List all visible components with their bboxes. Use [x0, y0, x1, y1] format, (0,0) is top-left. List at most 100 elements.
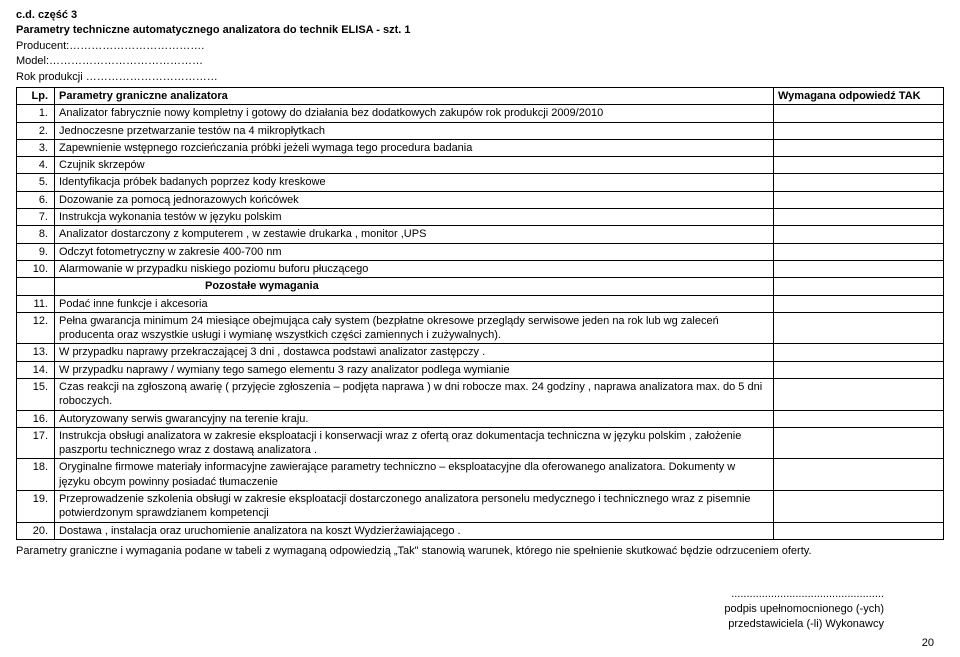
row-response [774, 344, 944, 361]
col-lp: Lp. [17, 87, 55, 104]
row-response [774, 209, 944, 226]
header-line-2: Parametry techniczne automatycznego anal… [16, 23, 944, 38]
row-number: 2. [17, 122, 55, 139]
table-header-row: Lp. Parametry graniczne analizatora Wyma… [17, 87, 944, 104]
row-param: Jednoczesne przetwarzanie testów na 4 mi… [55, 122, 774, 139]
table-row: 9.Odczyt fotometryczny w zakresie 400-70… [17, 243, 944, 260]
row-number: 15. [17, 379, 55, 411]
row-response [774, 122, 944, 139]
row-param: Oryginalne firmowe materiały informacyjn… [55, 459, 774, 491]
row-response [774, 491, 944, 523]
table-row: 11.Podać inne funkcje i akcesoria [17, 295, 944, 312]
row-response [774, 459, 944, 491]
row-response [774, 410, 944, 427]
table-row: 4.Czujnik skrzepów [17, 157, 944, 174]
row-response [774, 379, 944, 411]
table-row: 12.Pełna gwarancja minimum 24 miesiące o… [17, 312, 944, 344]
row-response [774, 157, 944, 174]
signature-dots: ........................................… [16, 587, 884, 602]
row-number: 18. [17, 459, 55, 491]
row-number: 1. [17, 105, 55, 122]
row-number: 4. [17, 157, 55, 174]
signature-line-2: przedstawiciela (-li) Wykonawcy [16, 617, 884, 632]
row-param: Analizator fabrycznie nowy kompletny i g… [55, 105, 774, 122]
table-row: 8.Analizator dostarczony z komputerem , … [17, 226, 944, 243]
table-row: 15.Czas reakcji na zgłoszoną awarię ( pr… [17, 379, 944, 411]
row-param: Czas reakcji na zgłoszoną awarię ( przyj… [55, 379, 774, 411]
table-row: 7.Instrukcja wykonania testów w języku p… [17, 209, 944, 226]
table-row: 2.Jednoczesne przetwarzanie testów na 4 … [17, 122, 944, 139]
row-response [774, 427, 944, 459]
row-number: 13. [17, 344, 55, 361]
table-row: 3.Zapewnienie wstępnego rozcieńczania pr… [17, 139, 944, 156]
row-number: 7. [17, 209, 55, 226]
header-model: Model:…………………………………… [16, 54, 944, 69]
row-response [774, 295, 944, 312]
table-row: 14.W przypadku naprawy / wymiany tego sa… [17, 361, 944, 378]
subheader-resp [774, 278, 944, 295]
row-number: 8. [17, 226, 55, 243]
row-param: Czujnik skrzepów [55, 157, 774, 174]
row-response [774, 312, 944, 344]
row-param: Pełna gwarancja minimum 24 miesiące obej… [55, 312, 774, 344]
row-response [774, 174, 944, 191]
table-row: 20.Dostawa , instalacja oraz uruchomieni… [17, 522, 944, 539]
row-number: 20. [17, 522, 55, 539]
row-param: Dozowanie za pomocą jednorazowych końców… [55, 191, 774, 208]
row-number: 5. [17, 174, 55, 191]
row-response [774, 522, 944, 539]
document-header: c.d. część 3 Parametry techniczne automa… [16, 8, 944, 85]
row-response [774, 226, 944, 243]
row-number: 16. [17, 410, 55, 427]
col-resp: Wymagana odpowiedź TAK [774, 87, 944, 104]
header-producent: Producent:………………………………. [16, 39, 944, 54]
row-param: Instrukcja obsługi analizatora w zakresi… [55, 427, 774, 459]
row-number: 14. [17, 361, 55, 378]
signature-block: ........................................… [16, 587, 944, 632]
row-response [774, 139, 944, 156]
table-row: 10.Alarmowanie w przypadku niskiego pozi… [17, 260, 944, 277]
row-response [774, 191, 944, 208]
row-response [774, 361, 944, 378]
row-param: Dostawa , instalacja oraz uruchomienie a… [55, 522, 774, 539]
table-row: 13.W przypadku naprawy przekraczającej 3… [17, 344, 944, 361]
row-number: 9. [17, 243, 55, 260]
table-row: 19.Przeprowadzenie szkolenia obsługi w z… [17, 491, 944, 523]
row-response [774, 105, 944, 122]
table-row: 5.Identyfikacja próbek badanych poprzez … [17, 174, 944, 191]
row-param: Alarmowanie w przypadku niskiego poziomu… [55, 260, 774, 277]
footer-note: Parametry graniczne i wymagania podane w… [16, 544, 944, 559]
subheader-lp [17, 278, 55, 295]
parameters-table: Lp. Parametry graniczne analizatora Wyma… [16, 87, 944, 540]
row-param: Identyfikacja próbek badanych poprzez ko… [55, 174, 774, 191]
table-row: 18.Oryginalne firmowe materiały informac… [17, 459, 944, 491]
signature-line-1: podpis upełnomocnionego (-ych) [16, 602, 884, 617]
row-number: 3. [17, 139, 55, 156]
header-line-1: c.d. część 3 [16, 8, 944, 23]
subheader-text: Pozostałe wymagania [55, 278, 774, 295]
row-response [774, 260, 944, 277]
row-param: Odczyt fotometryczny w zakresie 400-700 … [55, 243, 774, 260]
row-response [774, 243, 944, 260]
row-param: W przypadku naprawy / wymiany tego sameg… [55, 361, 774, 378]
col-param: Parametry graniczne analizatora [55, 87, 774, 104]
row-number: 12. [17, 312, 55, 344]
row-param: Analizator dostarczony z komputerem , w … [55, 226, 774, 243]
row-number: 19. [17, 491, 55, 523]
table-row: 1.Analizator fabrycznie nowy kompletny i… [17, 105, 944, 122]
row-param: Przeprowadzenie szkolenia obsługi w zakr… [55, 491, 774, 523]
row-param: Autoryzowany serwis gwarancyjny na teren… [55, 410, 774, 427]
table-row: 16.Autoryzowany serwis gwarancyjny na te… [17, 410, 944, 427]
row-param: Zapewnienie wstępnego rozcieńczania prób… [55, 139, 774, 156]
row-number: 11. [17, 295, 55, 312]
row-number: 10. [17, 260, 55, 277]
row-number: 6. [17, 191, 55, 208]
page-number: 20 [16, 637, 944, 649]
header-rok: Rok produkcji ……………………………… [16, 70, 944, 85]
row-param: Podać inne funkcje i akcesoria [55, 295, 774, 312]
table-row: 6.Dozowanie za pomocą jednorazowych końc… [17, 191, 944, 208]
row-param: W przypadku naprawy przekraczającej 3 dn… [55, 344, 774, 361]
row-number: 17. [17, 427, 55, 459]
row-param: Instrukcja wykonania testów w języku pol… [55, 209, 774, 226]
table-subheader-row: Pozostałe wymagania [17, 278, 944, 295]
